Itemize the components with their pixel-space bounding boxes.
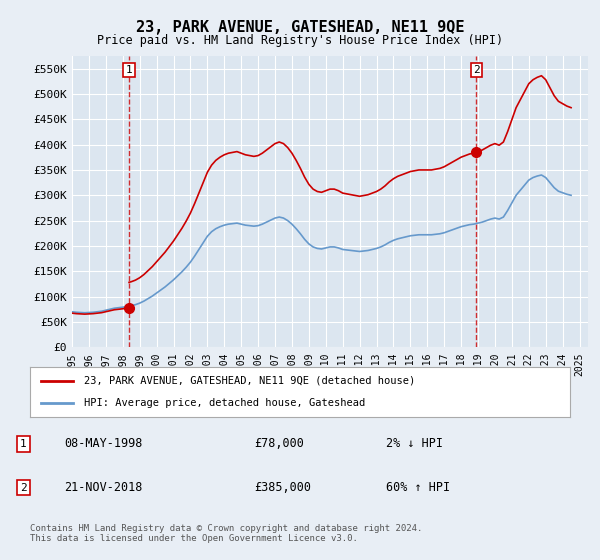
Text: 21-NOV-2018: 21-NOV-2018	[64, 481, 142, 494]
Text: 1: 1	[20, 438, 27, 449]
Text: £78,000: £78,000	[254, 437, 304, 450]
Text: 2: 2	[473, 65, 480, 74]
Text: 08-MAY-1998: 08-MAY-1998	[64, 437, 142, 450]
Text: 1: 1	[125, 65, 133, 74]
Text: £385,000: £385,000	[254, 481, 311, 494]
Text: Price paid vs. HM Land Registry's House Price Index (HPI): Price paid vs. HM Land Registry's House …	[97, 34, 503, 46]
Text: 60% ↑ HPI: 60% ↑ HPI	[386, 481, 451, 494]
Text: 2: 2	[20, 483, 27, 493]
Text: Contains HM Land Registry data © Crown copyright and database right 2024.
This d: Contains HM Land Registry data © Crown c…	[30, 524, 422, 543]
Text: 23, PARK AVENUE, GATESHEAD, NE11 9QE (detached house): 23, PARK AVENUE, GATESHEAD, NE11 9QE (de…	[84, 376, 415, 386]
Text: 23, PARK AVENUE, GATESHEAD, NE11 9QE: 23, PARK AVENUE, GATESHEAD, NE11 9QE	[136, 20, 464, 35]
Text: 2% ↓ HPI: 2% ↓ HPI	[386, 437, 443, 450]
Text: HPI: Average price, detached house, Gateshead: HPI: Average price, detached house, Gate…	[84, 398, 365, 408]
